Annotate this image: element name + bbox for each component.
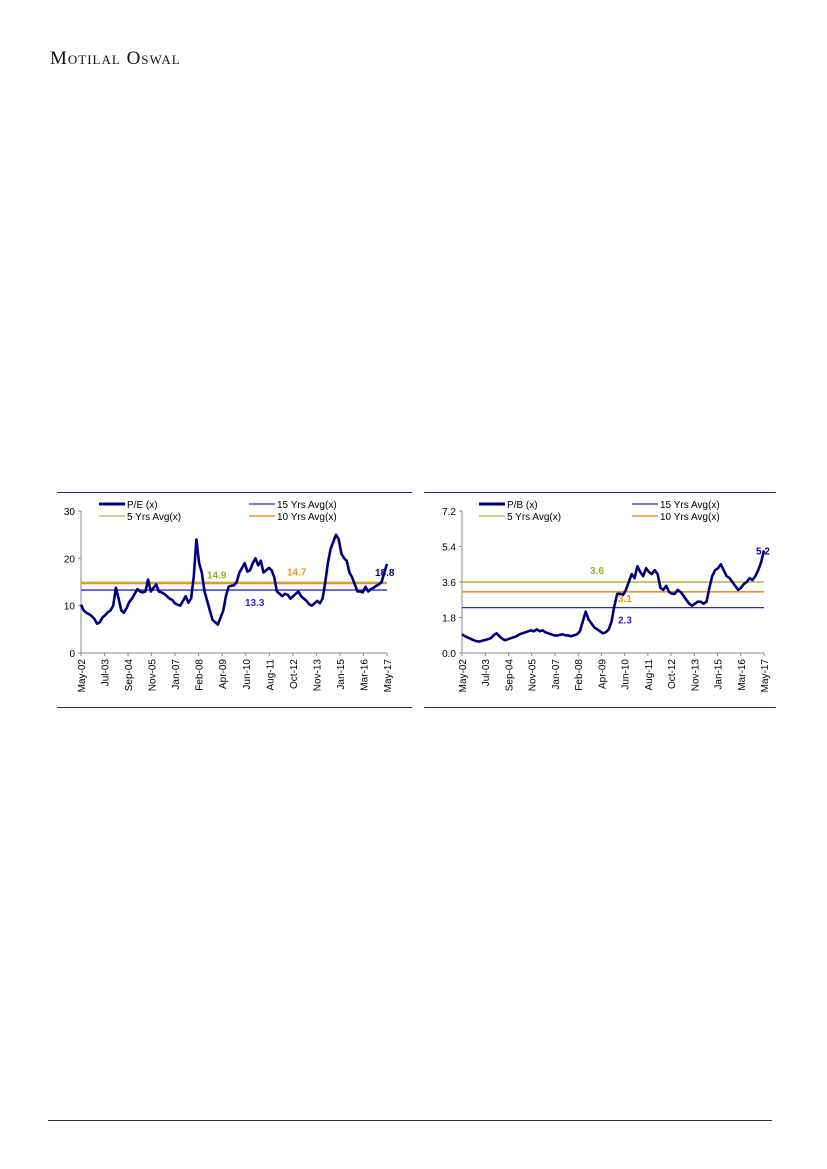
x-tick-label: Feb-08 [195,659,206,691]
legend-label: 15 Yrs Avg(x) [277,500,337,511]
x-tick-label: Jan-07 [551,659,562,690]
x-tick-label: Oct-12 [667,659,678,689]
x-tick-label: Jun-10 [242,659,253,690]
legend-label: 10 Yrs Avg(x) [660,512,720,523]
x-tick-label: Mar-16 [737,659,748,691]
avg-label: 13.3 [245,598,265,609]
x-tick-label: May-17 [383,659,394,693]
series-line [461,550,766,643]
y-tick-label: 10 [64,602,76,613]
y-tick-label: 1.8 [442,614,456,625]
avg-label: 14.9 [207,570,227,581]
pe-chart: 0 10 20 30 May-02 Jul-03 Sep-04 Nov-05 Jan-07 Feb… [64,500,395,693]
x-tick-label: May-02 [458,659,469,693]
latest-value-label: 18.8 [375,568,395,579]
footer-divider [48,1120,772,1121]
series-line [79,533,389,626]
pe-chart-panel: 0 10 20 30 May-02 Jul-03 Sep-04 Nov-05 Jan-07 Feb… [57,492,412,708]
legend-label: 5 Yrs Avg(x) [127,512,181,523]
y-tick-label: 3.6 [442,578,456,589]
x-tick-label: May-02 [77,659,88,693]
x-tick-label: Sep-04 [504,659,515,692]
avg-label: 2.3 [618,616,632,627]
x-tick-label: May-17 [760,659,771,693]
x-tick-label: Apr-09 [597,659,608,689]
x-tick-label: Nov-13 [690,659,701,692]
x-tick-label: Jan-15 [714,659,725,690]
y-tick-label: 5.4 [442,543,456,554]
y-tick-label: 0 [69,649,75,660]
pb-chart: 0.0 1.8 3.6 5.4 7.2 May-02 Jul-03 Sep-04 Nov-05 J… [442,500,771,693]
legend-label: 15 Yrs Avg(x) [660,500,720,511]
x-tick-label: Jan-15 [336,659,347,690]
x-tick-label: Aug-11 [265,659,276,691]
x-tick-label: Mar-16 [359,659,370,691]
motilal-oswal-logo: Motilal Oswal [50,48,181,69]
x-tick-label: Sep-04 [124,659,135,692]
x-tick-label: Aug-11 [644,659,655,691]
y-tick-label: 30 [64,507,76,518]
x-tick-label: Jul-03 [101,659,112,687]
avg-label: 14.7 [287,567,307,578]
avg-label: 3.6 [590,566,604,577]
pb-chart-panel: 0.0 1.8 3.6 5.4 7.2 May-02 Jul-03 Sep-04 Nov-05 J… [424,492,776,708]
y-tick-label: 7.2 [442,507,456,518]
legend-label: P/B (x) [507,500,538,511]
x-tick-label: Oct-12 [289,659,300,689]
legend-label: P/E (x) [127,500,158,511]
y-tick-label: 0.0 [442,649,456,660]
x-tick-label: Nov-05 [148,659,159,692]
x-tick-label: Jul-03 [481,659,492,687]
x-tick-label: Jun-10 [621,659,632,690]
x-tick-label: Nov-13 [312,659,323,692]
legend-label: 10 Yrs Avg(x) [277,512,337,523]
x-tick-label: Apr-09 [218,659,229,689]
x-tick-label: Feb-08 [574,659,585,691]
legend-label: 5 Yrs Avg(x) [507,512,561,523]
x-tick-label: Jan-07 [171,659,182,690]
y-tick-label: 20 [64,554,76,565]
latest-value-label: 5.2 [756,546,770,557]
x-tick-label: Nov-05 [528,659,539,692]
avg-label: 3.1 [618,594,632,605]
